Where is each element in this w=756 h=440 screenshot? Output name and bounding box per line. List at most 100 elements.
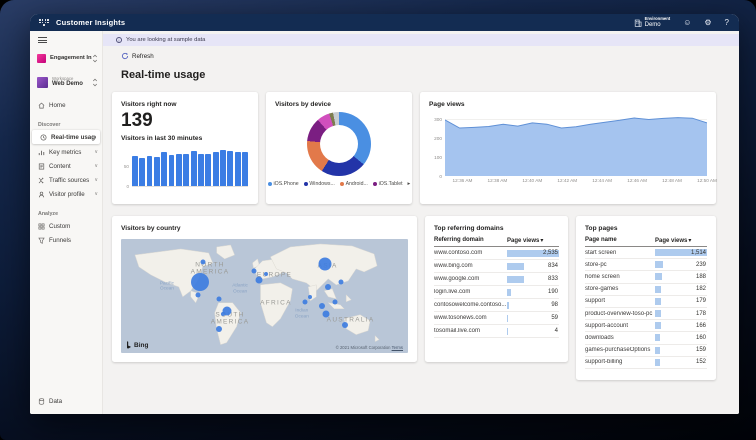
card-top-referring-domains: Top referring domains Referring domain P… [425,216,568,362]
data-bar [507,288,512,296]
y-tick-label: 300 [434,117,442,123]
environment-switcher[interactable]: Environment Demo [634,16,671,28]
settings-gear-icon[interactable]: ⚙ [704,17,712,27]
chevron-down-icon: ∨ [94,177,98,184]
map-marker [324,283,331,290]
bing-logo[interactable]: Bing [126,341,148,349]
visitors-bar-chart: 50 0 [121,146,249,189]
data-bar [507,275,525,283]
x-tick-label: 12:48 AM [662,178,682,183]
data-bar [655,273,662,281]
legend-item-android: Android... [339,181,368,187]
x-tick-label: 12:46 AM [627,178,648,183]
sidebar: Engagement Insights (... Workspace Web D… [30,31,103,414]
data-bar [655,334,661,342]
bar [198,154,204,186]
feedback-icon[interactable]: ☺ [683,17,692,27]
bar [242,152,248,186]
sidebar-section-discover: Discover [38,122,61,129]
map-marker [220,312,225,317]
card-visitors-right-now: Visitors right now 139 Visitors in last … [112,92,258,204]
x-tick-label: 12:44 AM [592,178,613,183]
terms-link[interactable]: Terms [391,345,403,350]
map-marker [200,259,206,265]
engagement-insights-logo [37,53,46,63]
bar [190,150,197,186]
map-attribution: © 2021 Microsoft Corporation Terms [335,345,403,350]
sidebar-item-content[interactable]: Content ∨ [30,159,102,173]
sidebar-item-custom[interactable]: Custom [30,219,102,233]
sidebar-item-home[interactable]: Home [30,98,102,112]
bar [161,151,168,186]
map-marker [255,276,263,284]
legend-dot-icon [339,182,344,186]
bar [183,154,190,186]
data-bar [655,310,662,318]
help-icon[interactable]: ? [724,17,729,27]
world-map[interactable]: Bing © 2021 Microsoft Corporation Terms … [121,239,408,353]
environment-name: Demo [644,21,661,28]
donut-legend: iOS.Phone Windows... Android... iOS.Tablet ▸ [267,181,410,187]
table-header: Referring domain Page views▾ [434,237,559,247]
sort-descending-icon[interactable]: ▾ [540,238,544,244]
legend-more-icon[interactable]: ▸ [407,181,411,187]
sidebar-item-key-metrics[interactable]: Key metrics ∨ [30,145,102,159]
sidebar-section-analyze: Analyze [38,211,59,218]
bar-chart-title: Visitors in last 30 minutes [121,135,203,142]
waffle-menu-icon[interactable] [38,17,50,29]
refresh-icon [121,52,129,60]
sidebar-item-real-time-usage[interactable]: Real-time usage [32,130,100,145]
page-views-area-chart: 300 200 100 0 [434,112,707,179]
chevron-down-icon: ∨ [94,163,98,170]
chevron-down-icon: ∨ [94,191,98,198]
map-marker [190,273,209,292]
map-marker [195,292,201,298]
sort-descending-icon[interactable]: ▾ [688,238,692,244]
table-row: www.bing.com 834 [434,260,559,273]
refresh-button[interactable]: Refresh [121,52,154,60]
chevron-down-icon: ∨ [94,149,98,156]
card-title: Visitors right now [121,101,177,108]
table-row: downloads 160 [585,332,707,345]
table-row: store-games 182 [585,284,707,296]
map-marker [338,279,344,285]
data-bar [655,358,661,366]
legend-item-windows: Windows... [303,181,335,187]
app-header: Customer Insights Environment Demo ☺ ⚙ ? [30,14,739,31]
sidebar-item-funnels[interactable]: Funnels [30,233,102,247]
data-bar [655,285,662,293]
table-body: www.contoso.com 2,535 www.bing.com 834 www.g… [434,247,559,338]
bar [220,150,226,186]
workspace-switcher[interactable]: Workspace Web Demo [30,74,102,90]
map-marker [332,299,338,305]
bar [146,156,153,186]
workspace-logo [37,76,48,88]
table-row: tosomail.live.com 4 [434,325,559,338]
sidebar-item-data[interactable]: Data [30,394,102,408]
map-marker [302,299,308,305]
sidebar-item-traffic-sources[interactable]: Traffic sources ∨ [30,173,102,187]
card-title: Top pages [585,225,618,232]
sidebar-item-visitor-profile[interactable]: Visitor profile ∨ [30,187,102,201]
map-landmasses [134,243,380,345]
table-row: support-billing 152 [585,357,707,369]
table-row: contosowelcome.contoso... 98 [434,299,559,312]
card-top-pages: Top pages Page name Page views▾ start sc… [576,216,716,380]
data-bar [655,322,661,330]
legend-item-ios-tablet: iOS.Tablet [372,181,403,187]
map-marker [263,272,268,277]
map-marker [318,257,332,271]
data-bar [507,314,509,322]
bar [234,152,241,186]
data-bar [507,249,559,257]
card-visitors-by-device: Visitors by device iOS.Phone Windows... An… [266,92,412,204]
x-tick-label: 12:38 AM [487,178,508,183]
app-title: Customer Insights [56,18,126,27]
hamburger-menu-icon[interactable] [38,37,47,44]
data-bar [507,301,510,309]
app-switcher[interactable]: Engagement Insights (... [30,51,102,65]
y-tick-label: 50 [123,164,129,170]
environment-label: Environment [644,16,671,21]
table-row: start screen 1,514 [585,247,707,260]
